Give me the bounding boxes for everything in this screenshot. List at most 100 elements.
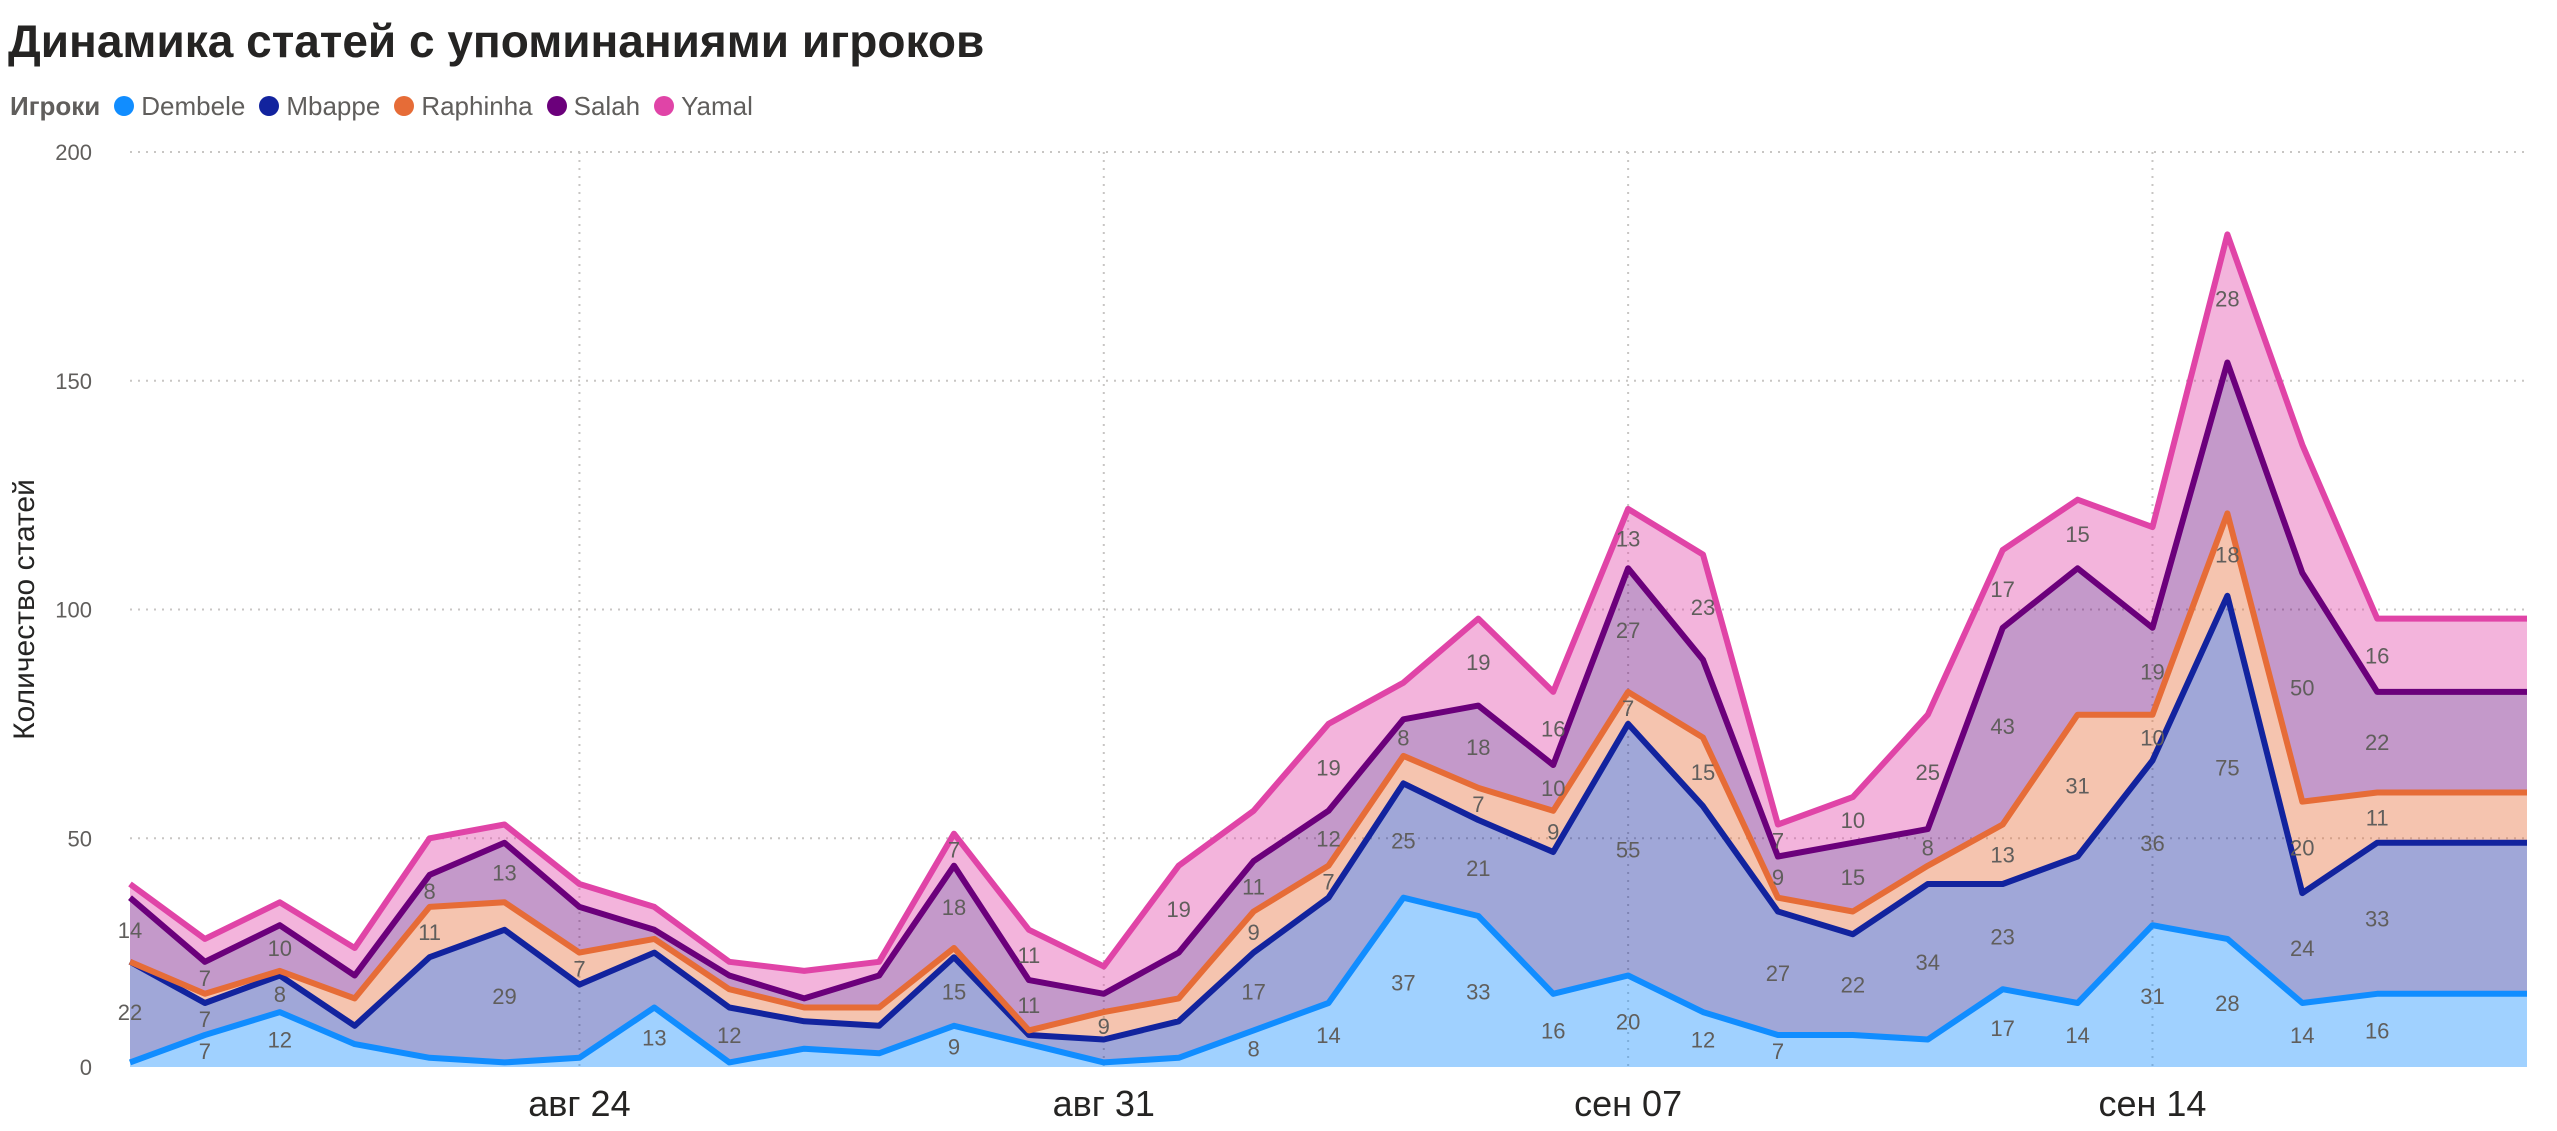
data-label-mbappe: 55 [1616, 838, 1640, 863]
legend-item-raphinha[interactable]: Raphinha [394, 90, 533, 122]
data-label-salah: 7 [199, 966, 211, 991]
data-label-dembele: 13 [642, 1025, 666, 1050]
data-label-yamal: 13 [1616, 527, 1640, 552]
legend-item-dembele[interactable]: Dembele [114, 91, 245, 122]
x-tick-label: сен 14 [2098, 1083, 2206, 1124]
data-label-dembele: 12 [1691, 1028, 1715, 1053]
data-label-yamal: 28 [2215, 286, 2239, 311]
line-salah[interactable] [128, 359, 2527, 1002]
x-tick-label: авг 24 [528, 1083, 630, 1124]
y-tick-label: 50 [68, 826, 92, 851]
data-label-raphinha: 7 [1622, 696, 1634, 721]
data-label-salah: 27 [1616, 618, 1640, 643]
data-label-mbappe: 15 [942, 980, 966, 1005]
legend-dot-dembele-icon [114, 96, 135, 116]
legend-label-mbappe: Mbappe [286, 90, 381, 121]
data-label-salah: 13 [492, 861, 516, 886]
data-label-mbappe: 25 [1391, 829, 1415, 854]
legend-label-yamal: Yamal [681, 90, 753, 121]
area-dembele [130, 897, 2527, 1067]
data-label-yamal: 11 [1017, 943, 1040, 968]
data-label-raphinha: 11 [418, 920, 441, 945]
data-label-salah: 11 [1242, 874, 1265, 899]
legend-label-salah: Salah [573, 90, 641, 121]
legend-item-yamal[interactable]: Yamal [654, 91, 753, 122]
legend-label-raphinha: Raphinha [421, 90, 533, 121]
data-label-yamal: 25 [1916, 760, 1940, 785]
data-label-dembele: 16 [1541, 1018, 1565, 1043]
chart-title: Динамика статей с упоминаниями игроков [8, 15, 985, 67]
area-mbappe [130, 595, 2527, 1063]
legend-dot-raphinha-icon [394, 96, 415, 116]
data-label-dembele: 31 [2140, 984, 2164, 1009]
data-label-yamal: 17 [1990, 577, 2014, 602]
data-label-raphinha: 15 [1691, 760, 1715, 785]
data-label-salah: 11 [1017, 993, 1040, 1018]
data-label-salah: 8 [1922, 835, 1934, 860]
data-label-yamal: 19 [1316, 755, 1340, 780]
series-lines [128, 231, 2527, 1066]
data-label-dembele: 37 [1391, 970, 1415, 995]
data-label-salah: 50 [2290, 675, 2314, 700]
data-label-mbappe: 75 [2215, 755, 2239, 780]
data-label-salah: 18 [1466, 735, 1490, 760]
data-label-mbappe: 8 [274, 982, 286, 1007]
data-label-yamal: 15 [2065, 522, 2089, 547]
data-label-mbappe: 12 [717, 1023, 741, 1048]
data-label-yamal: 7 [1772, 829, 1784, 854]
data-label-raphinha: 13 [1990, 842, 2014, 867]
line-raphinha[interactable] [128, 510, 2527, 1034]
data-label-yamal: 10 [1841, 808, 1865, 833]
data-label-mbappe: 36 [2140, 831, 2164, 856]
data-label-mbappe: 22 [1841, 973, 1865, 998]
legend-label-dembele: Dembele [141, 90, 246, 121]
data-label-yamal: 19 [1166, 897, 1190, 922]
data-label-dembele: 12 [268, 1028, 292, 1053]
data-label-salah: 10 [1541, 776, 1565, 801]
data-label-salah: 22 [2365, 730, 2389, 755]
data-label-raphinha: 18 [2215, 543, 2239, 568]
data-label-salah: 8 [1397, 726, 1409, 751]
y-tick-label: 0 [80, 1055, 92, 1080]
x-tick-label: авг 31 [1053, 1083, 1155, 1124]
y-tick-label: 150 [55, 369, 92, 394]
data-label-salah: 19 [2140, 659, 2164, 684]
y-tick-label: 100 [55, 598, 92, 623]
data-label-raphinha: 7 [1472, 792, 1484, 817]
data-label-raphinha: 10 [2140, 726, 2164, 751]
data-label-salah: 12 [1316, 826, 1340, 851]
data-label-dembele: 17 [1990, 1016, 2014, 1041]
data-label-salah: 10 [268, 936, 292, 961]
data-label-dembele: 28 [2215, 991, 2239, 1016]
data-label-raphinha: 7 [573, 957, 585, 982]
data-label-mbappe: 23 [1990, 925, 2014, 950]
series-areas [130, 234, 2527, 1067]
legend: Игроки Dembele Mbappe Raphinha Salah Yam… [10, 88, 767, 124]
legend-item-mbappe[interactable]: Mbappe [259, 91, 380, 122]
data-label-raphinha: 9 [1098, 1014, 1110, 1039]
data-label-salah: 43 [1990, 714, 2014, 739]
data-label-mbappe: 29 [492, 984, 516, 1009]
data-label-dembele: 33 [1466, 980, 1490, 1005]
legend-item-salah[interactable]: Salah [546, 90, 641, 122]
data-label-mbappe: 24 [2290, 936, 2314, 961]
data-label-mbappe: 22 [118, 1000, 142, 1025]
line-dembele[interactable] [128, 894, 2527, 1066]
data-label-dembele: 8 [1247, 1037, 1259, 1062]
legend-dot-yamal-icon [654, 96, 675, 116]
legend-dot-mbappe-icon [259, 96, 280, 116]
data-label-dembele: 14 [2290, 1023, 2314, 1048]
data-label-salah: 18 [942, 895, 966, 920]
data-label-salah: 14 [118, 918, 142, 943]
data-label-salah: 8 [424, 879, 436, 904]
data-label-dembele: 7 [1772, 1039, 1784, 1064]
line-yamal[interactable] [128, 231, 2527, 974]
data-label-raphinha: 20 [2290, 835, 2314, 860]
data-label-dembele: 9 [948, 1034, 960, 1059]
data-label-mbappe: 7 [199, 1007, 211, 1032]
y-tick-label: 200 [55, 140, 92, 165]
line-mbappe[interactable] [128, 592, 2527, 1043]
gridlines [130, 151, 2527, 1067]
data-label-dembele: 16 [2365, 1018, 2389, 1043]
